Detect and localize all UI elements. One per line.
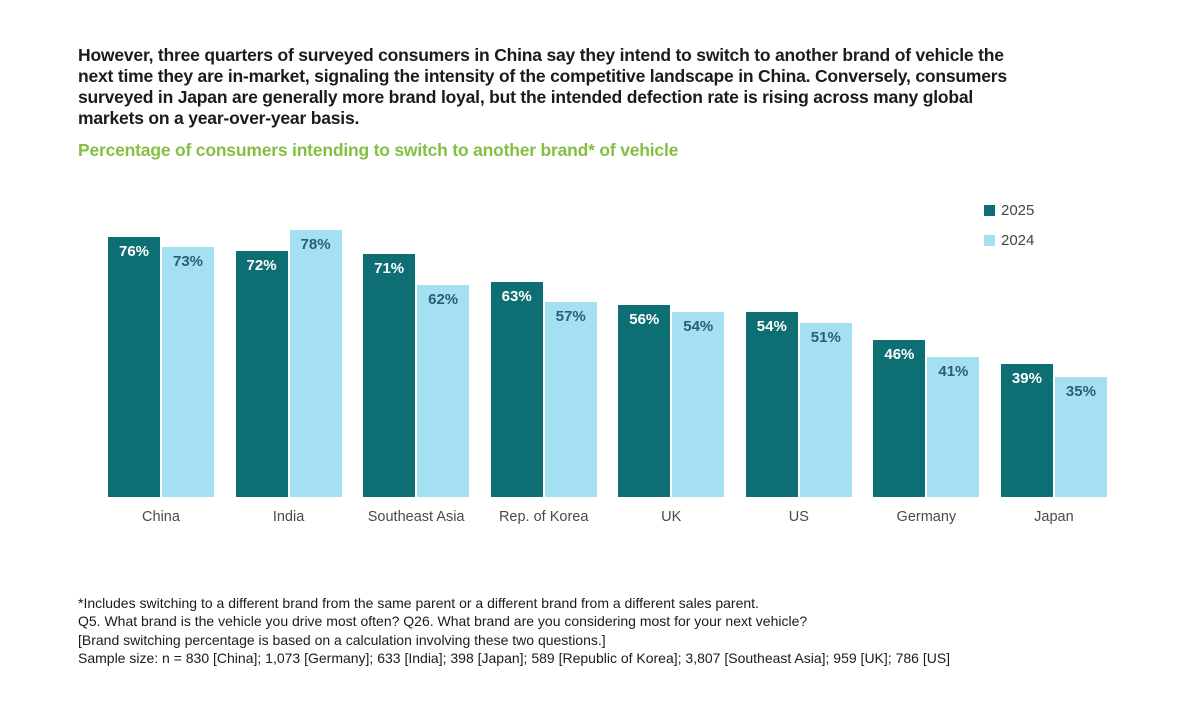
- legend-swatch-icon: [984, 205, 995, 216]
- value-label: 39%: [1011, 370, 1042, 387]
- bar-2025-southeast-asia: 71%: [363, 254, 416, 497]
- bar-2025-japan: 39%: [1000, 364, 1053, 497]
- footnote-line-1: *Includes switching to a different brand…: [78, 595, 759, 611]
- bar-group-us: 54% 51%: [745, 312, 852, 497]
- value-label: 56%: [629, 311, 660, 328]
- footnote-line-2: Q5. What brand is the vehicle you drive …: [78, 613, 808, 630]
- bar-2025-india: 72%: [235, 251, 288, 497]
- bar-2024-us: 51%: [799, 323, 852, 497]
- bar-group-china: 76% 73%: [108, 237, 214, 497]
- footnotes: *Includes switching to a different brand…: [78, 594, 1118, 667]
- value-label: 73%: [172, 253, 204, 270]
- value-label: 71%: [374, 260, 405, 277]
- bar-2024-japan: 35%: [1054, 377, 1107, 497]
- value-label: 51%: [810, 329, 841, 346]
- footnote-line-3: [Brand switching percentage is based on …: [78, 631, 606, 648]
- value-label: 72%: [246, 257, 277, 274]
- value-label: 54%: [683, 318, 714, 335]
- x-axis-label-us: US: [788, 509, 809, 525]
- bar-2024-india: 78%: [289, 230, 342, 497]
- chart-legend: 2025 2024: [984, 202, 1034, 249]
- value-label: 46%: [884, 346, 915, 363]
- legend-item-2025: 2025: [984, 202, 1034, 219]
- bar-2024-germany: 41%: [927, 357, 980, 497]
- value-label: 63%: [501, 288, 532, 305]
- bar-group-southeast-asia: 71% 62%: [363, 254, 470, 497]
- x-axis-labels: China India Southeast Asia Rep. of Korea UK U…: [108, 509, 1107, 525]
- x-axis-label-uk: UK: [661, 509, 682, 525]
- bar-2025-uk: 56%: [618, 305, 671, 497]
- bar-2025-germany: 46%: [873, 340, 926, 497]
- bar-group-japan: 39% 35%: [1000, 364, 1107, 497]
- bar-chart-plot-area: 76% 73% 72% 78% 71% 62% 63% 57% 56% 54% 54% 51% 46% 4…: [108, 197, 1107, 497]
- value-label: 62%: [428, 291, 459, 308]
- bar-group-uk: 56% 54%: [618, 305, 725, 497]
- bar-2025-us: 54%: [745, 312, 798, 497]
- bar-2024-rep-of-korea: 57%: [544, 302, 597, 497]
- bar-2025-china: 76%: [108, 237, 160, 497]
- chart-title: Percentage of consumers intending to swi…: [78, 140, 679, 160]
- x-axis-label-germany: Germany: [896, 509, 957, 525]
- legend-swatch-icon: [984, 235, 995, 246]
- bar-2024-china: 73%: [162, 247, 214, 497]
- bar-2024-southeast-asia: 62%: [417, 285, 470, 497]
- footnote-line-4: Sample size: n = 830 [China]; 1,073 [Ger…: [78, 649, 951, 666]
- x-axis-label-southeast-asia: Southeast Asia: [367, 509, 465, 525]
- value-label: 54%: [756, 318, 787, 335]
- bar-2025-rep-of-korea: 63%: [490, 282, 543, 497]
- value-label: 35%: [1065, 383, 1096, 400]
- value-label: 76%: [118, 243, 150, 260]
- x-axis-label-china: China: [142, 509, 180, 525]
- legend-label: 2024: [1001, 232, 1035, 249]
- x-axis-label-japan: Japan: [1034, 509, 1074, 525]
- x-axis-label-rep-of-korea: Rep. of Korea: [498, 509, 589, 525]
- headline-text: However, three quarters of surveyed cons…: [78, 45, 1007, 128]
- value-label: 57%: [555, 308, 586, 325]
- bar-group-rep-of-korea: 63% 57%: [490, 282, 597, 497]
- value-label: 41%: [938, 363, 969, 380]
- bar-2024-uk: 54%: [672, 312, 725, 497]
- bar-group-germany: 46% 41%: [873, 340, 980, 497]
- bar-group-india: 72% 78%: [235, 230, 342, 497]
- x-axis-label-india: India: [272, 509, 305, 525]
- legend-label: 2025: [1001, 202, 1035, 219]
- legend-item-2024: 2024: [984, 232, 1034, 249]
- value-label: 78%: [300, 236, 331, 253]
